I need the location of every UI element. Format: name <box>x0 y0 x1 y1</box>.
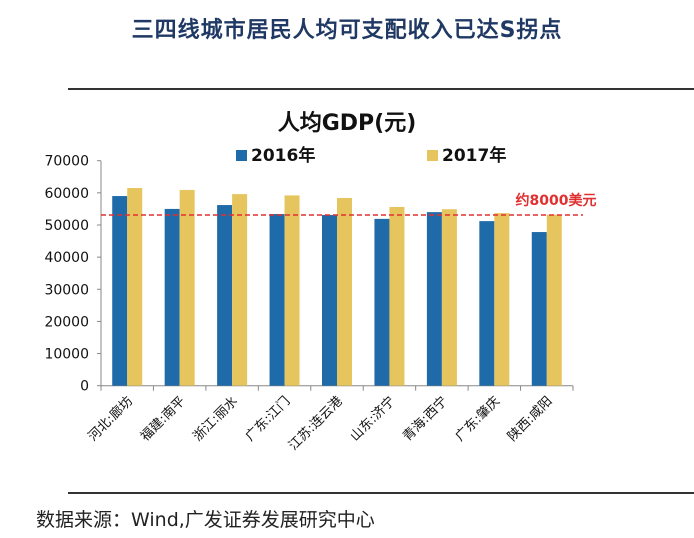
header-title: 三四线城市居民人均可支配收入已达S拐点 <box>131 18 563 43</box>
x-tick-label: 浙江:丽水 <box>190 394 240 444</box>
bar-2017年-广东:肇庆 <box>494 213 510 386</box>
source-note: 数据来源：Wind,广发证券发展研究中心 <box>36 509 375 531</box>
bar-2017年-河北:廊坊 <box>127 188 143 386</box>
x-tick-label: 陕西:咸阳 <box>505 394 555 444</box>
legend-label: 2016年 <box>251 145 315 166</box>
bar-2017年-陕西:咸阳 <box>546 214 562 386</box>
top-divider <box>68 88 694 90</box>
legend-label: 2017年 <box>442 145 506 166</box>
bar-2016年-广东:肇庆 <box>479 221 495 386</box>
bar-2017年-江苏:连云港 <box>337 197 352 386</box>
x-tick-label: 广东:江门 <box>243 394 293 444</box>
y-tick-label: 0 <box>80 379 89 395</box>
x-tick-label: 广东:肇庆 <box>453 394 503 444</box>
bar-2016年-广东:江门 <box>269 214 285 386</box>
bar-2017年-青海:西宁 <box>441 209 457 386</box>
reference-line-label: 约8000美元 <box>516 192 597 209</box>
bar-2016年-青海:西宁 <box>426 212 442 386</box>
y-tick-label: 50000 <box>44 218 89 234</box>
bar-2017年-福建:南平 <box>179 189 195 386</box>
bar-2016年-陕西:咸阳 <box>531 232 547 386</box>
y-tick-label: 20000 <box>44 314 89 330</box>
x-tick-label: 山东:济宁 <box>347 393 398 444</box>
bar-2017年-广东:江门 <box>284 195 300 386</box>
y-tick-label: 60000 <box>44 186 89 202</box>
bar-2016年-河北:廊坊 <box>112 196 128 386</box>
legend-swatch <box>427 150 438 161</box>
bar-2016年-福建:南平 <box>164 208 180 386</box>
bar-2017年-浙江:丽水 <box>232 194 248 386</box>
bar-2016年-山东:济宁 <box>374 218 390 386</box>
legend-swatch <box>236 150 247 161</box>
bar-2016年-浙江:丽水 <box>217 205 233 386</box>
x-tick-label: 河北:廊坊 <box>85 393 136 444</box>
chart-title: 人均GDP(元) <box>278 110 417 136</box>
y-tick-label: 10000 <box>44 347 89 363</box>
x-tick-label: 青海:西宁 <box>400 393 451 444</box>
x-tick-label: 福建:南平 <box>137 393 188 444</box>
y-tick-label: 70000 <box>44 154 89 170</box>
y-tick-label: 30000 <box>44 282 89 298</box>
x-tick-label: 江苏:连云港 <box>285 393 345 453</box>
bar-2017年-山东:济宁 <box>389 206 405 386</box>
bar-2016年-江苏:连云港 <box>322 215 337 386</box>
bottom-divider <box>68 492 694 494</box>
y-tick-label: 40000 <box>44 250 89 266</box>
